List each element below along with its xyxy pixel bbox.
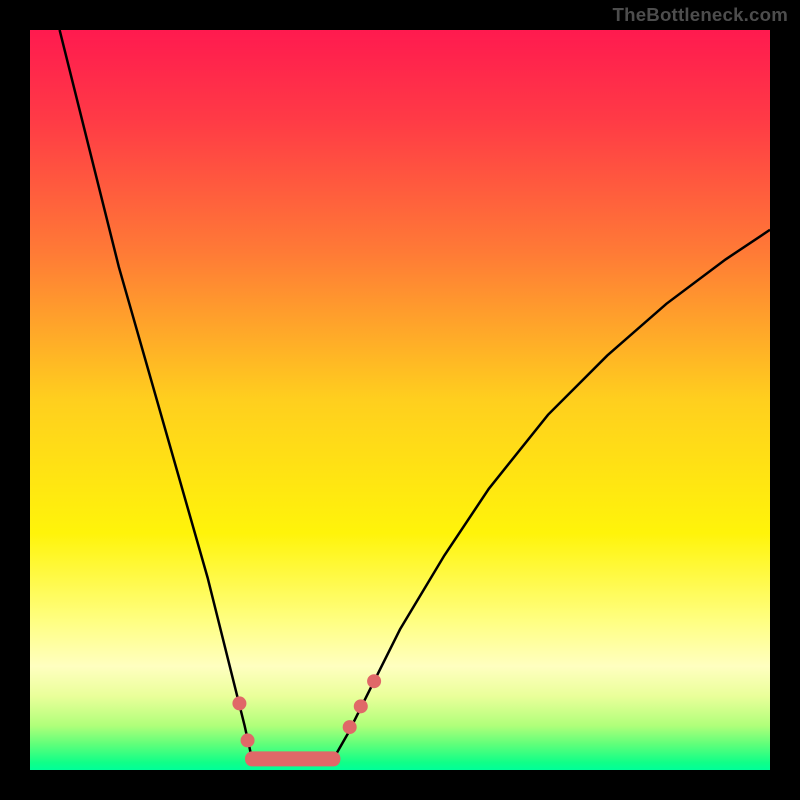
bottom-bead-bar xyxy=(245,751,340,766)
data-marker xyxy=(232,696,246,710)
watermark-text: TheBottleneck.com xyxy=(613,4,789,26)
chart-container: TheBottleneck.com xyxy=(0,0,800,800)
data-marker xyxy=(354,699,368,713)
gradient-background xyxy=(30,30,770,770)
data-marker xyxy=(367,674,381,688)
data-marker xyxy=(343,720,357,734)
data-marker xyxy=(241,733,255,747)
bottleneck-curve-plot xyxy=(30,30,770,770)
